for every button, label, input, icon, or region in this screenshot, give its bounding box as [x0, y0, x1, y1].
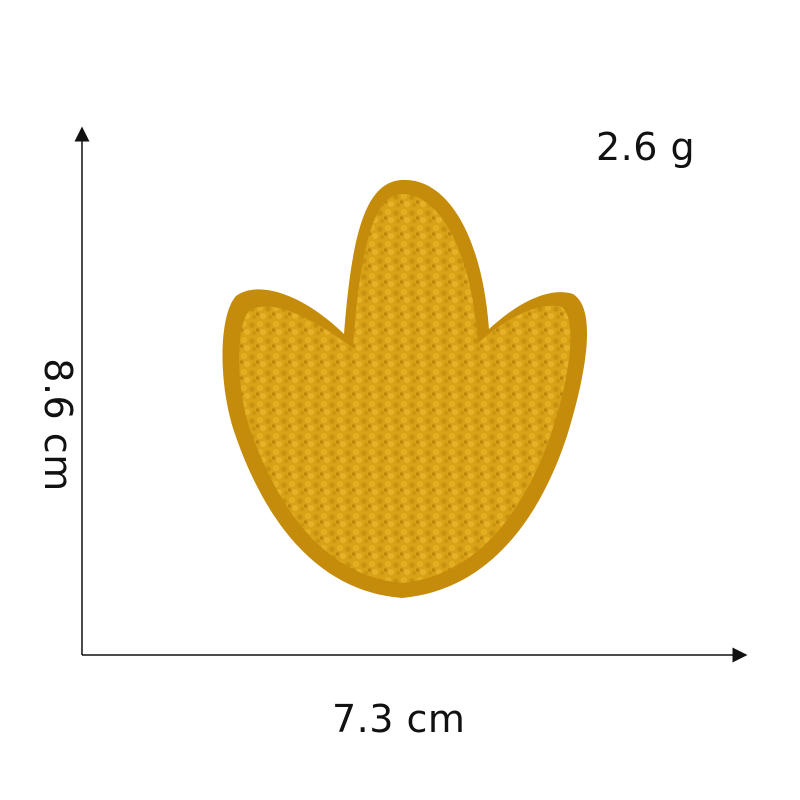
width-label: 7.3 cm [332, 697, 466, 741]
weight-label: 2.6 g [596, 125, 696, 169]
height-label: 8.6 cm [36, 358, 80, 492]
patch-chenille-surface [239, 193, 571, 583]
